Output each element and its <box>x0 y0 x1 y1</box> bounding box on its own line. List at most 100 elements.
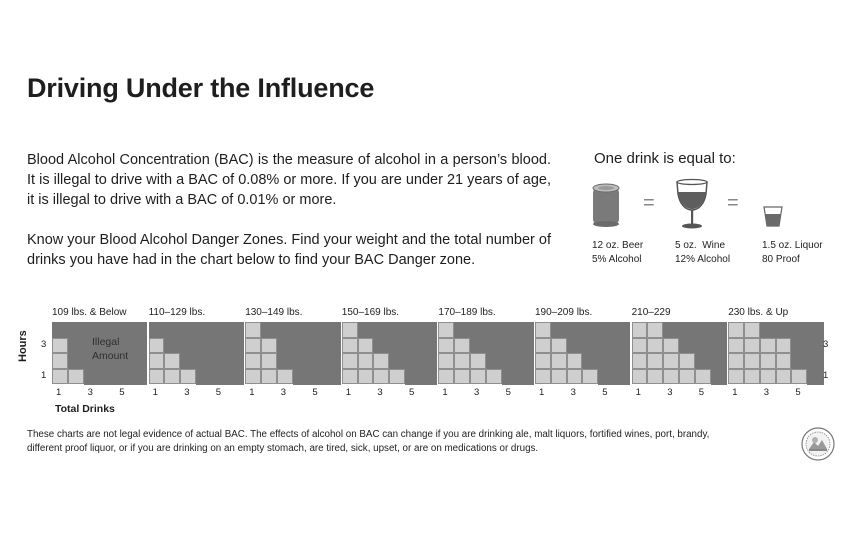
illegal-cell <box>566 322 583 339</box>
illegal-cell <box>115 322 132 339</box>
beer-can-icon <box>592 183 620 227</box>
legal-cell <box>631 337 648 353</box>
illegal-cell <box>196 353 213 370</box>
illegal-cell <box>807 322 824 339</box>
illegal-cell <box>180 322 197 339</box>
illegal-cell <box>99 337 116 354</box>
legal-cell <box>535 322 551 338</box>
legal-cell <box>631 368 648 384</box>
legal-cell <box>535 353 551 369</box>
illegal-cell <box>196 337 213 354</box>
legal-cell <box>535 337 551 353</box>
illegal-cell <box>83 337 100 354</box>
legal-cell <box>341 322 358 338</box>
intro-paragraph: Blood Alcohol Concentration (BAC) is the… <box>27 152 551 208</box>
illegal-cell <box>99 322 116 339</box>
illegal-cell <box>292 353 309 370</box>
illegal-cell <box>276 353 294 370</box>
legal-cell <box>759 368 776 384</box>
x-tick-label: 5 <box>409 387 415 398</box>
x-tick-label: 1 <box>635 387 641 398</box>
illegal-cell <box>373 322 390 339</box>
illegal-cell <box>99 368 116 385</box>
weight-chart-label: 230 lbs. & Up <box>728 307 789 318</box>
x-tick-label: 5 <box>602 387 608 398</box>
illegal-cell <box>420 337 438 354</box>
x-axis-label: Total Drinks <box>55 403 115 415</box>
legal-cell <box>261 353 277 369</box>
x-tick-label: 1 <box>56 387 62 398</box>
illegal-cell <box>598 353 615 370</box>
illegal-cell <box>276 337 294 354</box>
legal-cell <box>647 322 664 338</box>
x-tick-label: 3 <box>377 387 383 398</box>
illegal-cell <box>67 337 85 354</box>
illegal-cell <box>582 322 599 339</box>
x-tick-label: 1 <box>732 387 738 398</box>
legal-cell <box>759 337 776 353</box>
illegal-cell <box>115 368 132 385</box>
illegal-cell <box>679 337 696 354</box>
weight-chart-label: 190–209 lbs. <box>535 307 593 318</box>
x-tick-label: 5 <box>119 387 125 398</box>
illegal-cell <box>164 322 181 339</box>
illegal-cell <box>598 337 615 354</box>
legal-cell <box>647 368 664 384</box>
legal-cell <box>245 353 261 369</box>
illegal-cell <box>148 322 165 339</box>
illegal-cell <box>83 368 100 385</box>
legal-cell <box>341 368 358 384</box>
legal-cell <box>631 322 648 338</box>
illegal-cell <box>389 322 406 339</box>
legal-cell <box>438 353 455 369</box>
illegal-cell <box>470 337 487 354</box>
legal-cell <box>485 368 502 384</box>
legal-cell <box>679 353 695 369</box>
weight-chart-label: 210–229 <box>631 307 671 318</box>
illegal-cell <box>292 368 309 385</box>
legal-cell <box>791 368 808 384</box>
illegal-cell <box>227 337 244 354</box>
illegal-cell <box>582 337 599 354</box>
legal-cell <box>276 368 293 384</box>
illegal-cell <box>324 368 341 385</box>
illegal-cell <box>324 337 341 354</box>
legal-cell <box>164 368 181 384</box>
legal-cell <box>357 368 374 384</box>
y-tick-label: 1 <box>41 370 47 381</box>
illegal-cell <box>807 353 824 370</box>
illegal-cell <box>470 322 487 339</box>
illegal-cell <box>83 353 100 370</box>
legal-cell <box>663 368 679 384</box>
x-tick-label: 1 <box>249 387 255 398</box>
x-tick-label: 5 <box>698 387 705 398</box>
illegal-cell <box>324 322 341 339</box>
legal-cell <box>775 368 792 384</box>
legal-cell <box>550 353 567 369</box>
state-seal-icon <box>801 427 835 461</box>
y-tick-label: 1 <box>823 370 829 381</box>
legal-cell <box>582 368 599 384</box>
illegal-cell <box>196 322 213 339</box>
legal-cell <box>647 353 664 369</box>
illegal-cell <box>292 322 309 339</box>
liquor-label: 1.5 oz. Liquor 80 Proof <box>762 240 823 265</box>
illegal-cell <box>308 353 325 370</box>
illegal-cell <box>164 337 181 354</box>
illegal-cell <box>807 337 824 354</box>
legal-cell <box>694 368 711 384</box>
legal-cell <box>341 337 358 353</box>
illegal-cell <box>420 322 438 339</box>
illegal-cell <box>357 322 374 339</box>
x-tick-label: 3 <box>87 387 93 398</box>
illegal-cell <box>115 337 132 354</box>
x-tick-label: 5 <box>795 387 801 398</box>
x-tick-label: 1 <box>345 387 352 398</box>
x-tick-label: 5 <box>215 387 222 398</box>
legal-cell <box>759 353 776 369</box>
illegal-cell <box>389 337 406 354</box>
equals-sign: = <box>643 192 655 214</box>
legal-cell <box>373 353 390 369</box>
illegal-cell <box>405 353 422 370</box>
illegal-cell <box>67 322 85 339</box>
